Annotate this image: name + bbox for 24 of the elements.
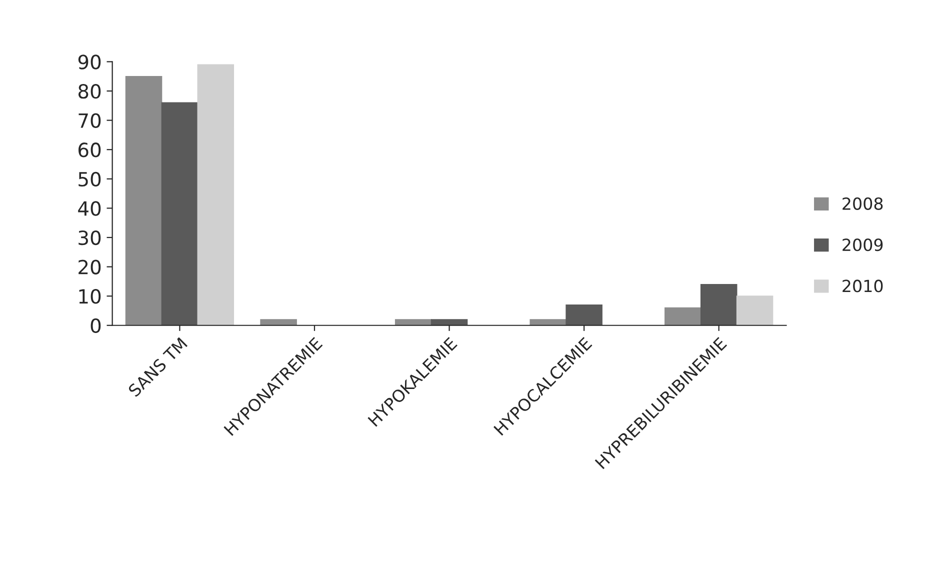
- bar: [125, 76, 162, 326]
- y-tick-label: 10: [79, 289, 101, 304]
- bar: [394, 319, 432, 326]
- y-tick-label: 30: [78, 230, 101, 246]
- bar: [260, 319, 297, 326]
- bar: [664, 307, 702, 326]
- legend-label: 2009: [842, 238, 883, 252]
- bar: [197, 64, 234, 326]
- bar: [566, 304, 602, 326]
- bar: [530, 319, 567, 326]
- bar: [700, 284, 738, 326]
- y-tick-label: 60: [78, 142, 101, 158]
- bar: [430, 319, 468, 326]
- y-tick-label: 40: [78, 201, 101, 216]
- y-tick-label: 70: [78, 113, 101, 128]
- y-tick-label: 80: [78, 84, 101, 99]
- bar: [736, 296, 774, 326]
- y-tick-label: 50: [78, 172, 101, 187]
- legend-label: 2008: [842, 197, 883, 210]
- y-tick-label: 90: [78, 54, 101, 70]
- y-tick-label: 20: [78, 260, 101, 274]
- y-tick-label: 0: [90, 318, 101, 334]
- legend-label: 2010: [842, 280, 883, 292]
- bar: [161, 102, 198, 326]
